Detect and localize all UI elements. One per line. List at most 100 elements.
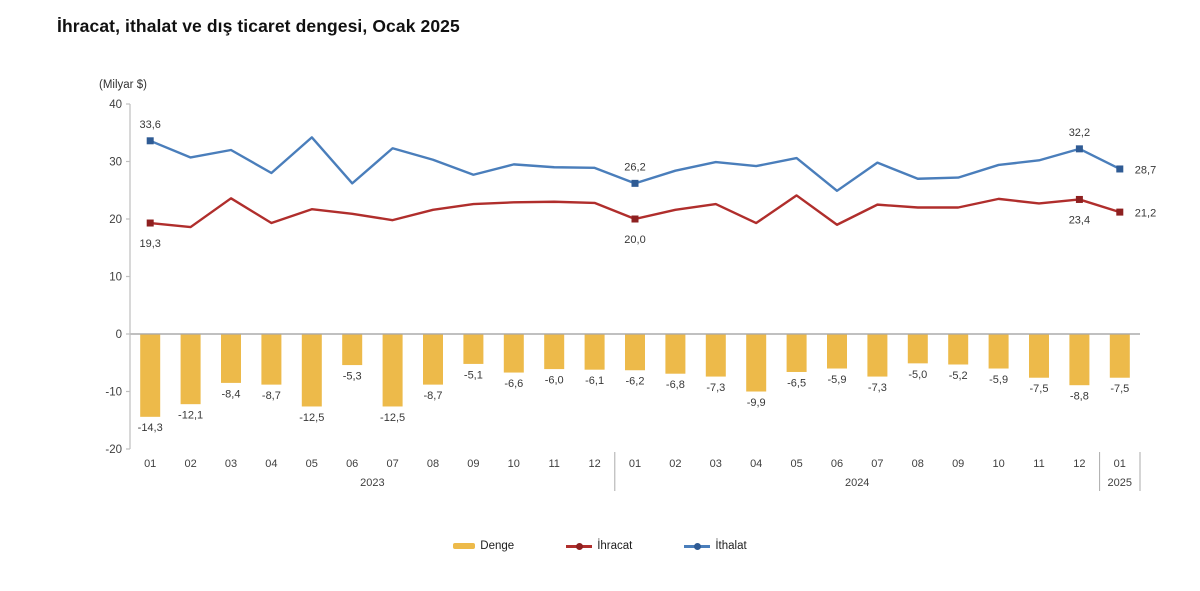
ihracat-point-label: 20,0 xyxy=(624,234,645,246)
x-month-label: 07 xyxy=(871,458,883,470)
y-tick-label: 40 xyxy=(109,99,122,111)
ithalat-marker xyxy=(146,137,154,145)
denge-bar-label: -12,1 xyxy=(178,410,203,422)
denge-bar-label: -6,1 xyxy=(585,375,604,387)
denge-bar-label: -5,0 xyxy=(908,369,927,381)
y-tick-label: 10 xyxy=(109,272,122,284)
x-month-label: 03 xyxy=(710,458,722,470)
x-month-label: 05 xyxy=(306,458,318,470)
ihracat-marker xyxy=(146,219,154,227)
denge-bar xyxy=(140,334,161,417)
denge-bar xyxy=(1069,334,1090,386)
denge-bar xyxy=(503,334,524,373)
denge-bar xyxy=(584,334,605,370)
denge-bar xyxy=(827,334,847,369)
x-month-label: 11 xyxy=(548,458,559,470)
ithalat-marker xyxy=(1075,145,1083,153)
denge-bar-label: -7,5 xyxy=(1110,383,1129,395)
y-tick-label: 0 xyxy=(116,329,122,341)
x-month-label: 12 xyxy=(1073,458,1085,470)
denge-bar-label: -5,2 xyxy=(949,370,968,382)
x-year-label: 2024 xyxy=(845,477,869,489)
denge-bar-label: -14,3 xyxy=(138,422,163,434)
denge-bar xyxy=(301,334,322,407)
denge-bar xyxy=(544,334,565,370)
ithalat-swatch-icon xyxy=(684,542,711,550)
x-month-label: 06 xyxy=(346,458,358,470)
denge-bar-label: -6,8 xyxy=(666,379,685,391)
ihracat-point-label: 23,4 xyxy=(1069,214,1090,226)
denge-bar xyxy=(423,334,443,385)
denge-bar-label: -6,5 xyxy=(787,377,806,389)
ihracat-point-label: 19,3 xyxy=(139,238,160,250)
denge-bar-label: -8,4 xyxy=(222,388,241,400)
x-month-label: 04 xyxy=(750,458,762,470)
denge-bar xyxy=(867,334,888,377)
ihracat-swatch-icon xyxy=(566,542,593,550)
denge-bar xyxy=(746,334,767,392)
denge-bar xyxy=(180,334,201,405)
denge-bar-label: -12,5 xyxy=(380,412,405,424)
denge-bar-label: -7,3 xyxy=(868,382,887,394)
x-month-label: 03 xyxy=(225,458,237,470)
x-month-label: 07 xyxy=(386,458,398,470)
denge-bar xyxy=(705,334,726,377)
denge-bar xyxy=(907,334,928,364)
denge-bar xyxy=(221,334,241,383)
ihracat-marker xyxy=(1075,195,1083,203)
x-month-label: 12 xyxy=(588,458,600,470)
denge-bar-label: -5,3 xyxy=(343,370,362,382)
x-month-label: 08 xyxy=(427,458,439,470)
denge-bar-label: -8,8 xyxy=(1070,391,1089,403)
ithalat-marker xyxy=(631,179,639,187)
ihracat-point-label: 21,2 xyxy=(1135,208,1156,220)
chart-legend: Denge İhracat İthalat xyxy=(0,540,1200,552)
x-month-label: 02 xyxy=(669,458,681,470)
ihracat-marker xyxy=(1116,208,1124,216)
denge-bar-label: -6,2 xyxy=(626,376,645,388)
y-tick-label: 30 xyxy=(109,157,122,169)
legend-label: İthalat xyxy=(715,540,747,552)
denge-bar xyxy=(1029,334,1049,378)
y-tick-label: -10 xyxy=(105,387,122,399)
denge-bar-label: -5,1 xyxy=(464,369,483,381)
legend-item-ithalat: İthalat xyxy=(684,540,747,552)
denge-bar-label: -6,0 xyxy=(545,375,564,387)
x-month-label: 09 xyxy=(467,458,479,470)
denge-bar-label: -12,5 xyxy=(299,412,324,424)
denge-bar-label: -8,7 xyxy=(424,390,443,402)
chart-title: İhracat, ithalat ve dış ticaret dengesi,… xyxy=(57,16,460,36)
ithalat-point-label: 32,2 xyxy=(1069,127,1090,139)
denge-bar xyxy=(1109,334,1130,378)
ithalat-point-label: 28,7 xyxy=(1135,164,1156,176)
denge-bar-label: -7,3 xyxy=(706,382,725,394)
denge-bar-label: -6,6 xyxy=(504,378,523,390)
x-year-label: 2023 xyxy=(360,477,384,489)
legend-label: İhracat xyxy=(597,540,633,552)
ithalat-point-label: 33,6 xyxy=(139,119,160,131)
denge-bar xyxy=(342,334,363,366)
x-month-label: 10 xyxy=(992,458,1004,470)
denge-bar-label: -5,9 xyxy=(989,374,1008,386)
legend-item-ihracat: İhracat xyxy=(566,540,632,552)
x-month-label: 05 xyxy=(790,458,802,470)
denge-bar xyxy=(463,334,484,364)
x-month-label: 01 xyxy=(144,458,156,470)
x-year-label: 2025 xyxy=(1108,477,1132,489)
denge-bar-label: -9,9 xyxy=(747,397,766,409)
x-month-label: 09 xyxy=(952,458,964,470)
y-tick-label: 20 xyxy=(109,214,122,226)
ihracat-marker xyxy=(631,215,639,223)
x-month-label: 10 xyxy=(508,458,520,470)
legend-item-denge: Denge xyxy=(453,540,514,552)
denge-bar-label: -8,7 xyxy=(262,390,281,402)
denge-bar xyxy=(382,334,403,407)
ithalat-marker xyxy=(1116,165,1124,173)
x-month-label: 04 xyxy=(265,458,277,470)
denge-bar xyxy=(948,334,969,365)
denge-bar xyxy=(625,334,645,371)
trade-combo-chart: 40 30 20 10 0 -10 -20 -14,3 -12,1 -8,4 -8,7 -12,5 -5… xyxy=(105,99,1156,491)
denge-bar-label: -5,9 xyxy=(828,374,847,386)
x-month-label: 11 xyxy=(1033,458,1044,470)
